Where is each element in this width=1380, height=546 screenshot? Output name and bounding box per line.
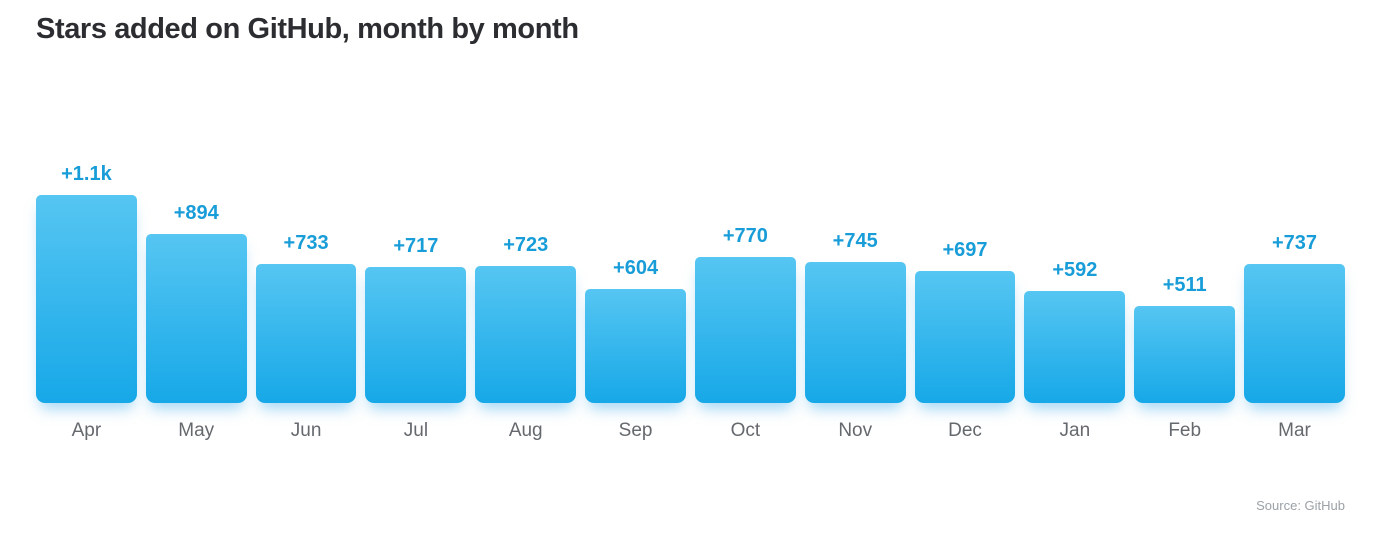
bar — [1134, 306, 1236, 403]
bar-chart: +1.1k Apr +894 May +733 Jun +717 Jul +72… — [36, 0, 1345, 443]
month-axis-label: Mar — [1278, 420, 1311, 441]
bar — [1244, 264, 1345, 403]
bar-value-label: +511 — [1162, 274, 1207, 296]
month-axis-label: Jan — [1059, 420, 1091, 441]
bar-value-label: +1.1k — [61, 163, 112, 185]
bar — [914, 271, 1016, 403]
bar-value-label: +592 — [1052, 259, 1098, 281]
bar-column: +894 May — [145, 202, 247, 443]
bar-value-label: +770 — [722, 225, 768, 247]
month-axis-label: Apr — [71, 420, 102, 441]
bar-value-label: +745 — [832, 230, 878, 252]
bar-column: +745 Nov — [804, 230, 906, 443]
bar — [1024, 291, 1126, 403]
bar-column: +511 Feb — [1134, 274, 1236, 443]
bar-value-label: +894 — [173, 202, 219, 224]
bar — [475, 266, 577, 403]
bar — [255, 264, 357, 403]
month-axis-label: Aug — [508, 420, 543, 441]
bar-column: +770 Oct — [694, 225, 796, 443]
bar-value-label: +604 — [613, 257, 659, 279]
bar — [804, 262, 906, 403]
chart-title: Stars added on GitHub, month by month — [36, 13, 579, 45]
month-axis-label: Nov — [838, 420, 873, 441]
bar — [36, 195, 137, 403]
bar-column: +737 Mar — [1244, 232, 1345, 443]
bar — [585, 289, 686, 403]
bar-column: +723 Aug — [475, 234, 577, 443]
bar-column: +697 Dec — [914, 239, 1016, 443]
month-axis-label: Dec — [948, 420, 982, 441]
bar-value-label: +697 — [942, 239, 988, 261]
bar-column: +604 Sep — [585, 257, 686, 443]
month-axis-label: May — [178, 420, 215, 441]
month-axis-label: Sep — [618, 420, 653, 441]
month-axis-label: Jul — [403, 420, 429, 441]
bar-value-label: +737 — [1271, 232, 1318, 254]
bar — [145, 234, 247, 403]
bar-value-label: +717 — [393, 235, 439, 257]
bar-column: +592 Jan — [1024, 259, 1126, 443]
bar-column: +1.1k Apr — [36, 163, 137, 443]
month-axis-label: Jun — [290, 420, 322, 441]
source-note: Source: GitHub — [1256, 498, 1345, 513]
bar-value-label: +723 — [503, 234, 549, 256]
bar-column: +717 Jul — [365, 235, 467, 443]
bar-column: +733 Jun — [255, 232, 357, 443]
bar-value-label: +733 — [283, 232, 329, 254]
bar — [365, 267, 467, 403]
bar — [694, 257, 796, 403]
month-axis-label: Oct — [730, 420, 761, 441]
month-axis-label: Feb — [1168, 420, 1202, 441]
